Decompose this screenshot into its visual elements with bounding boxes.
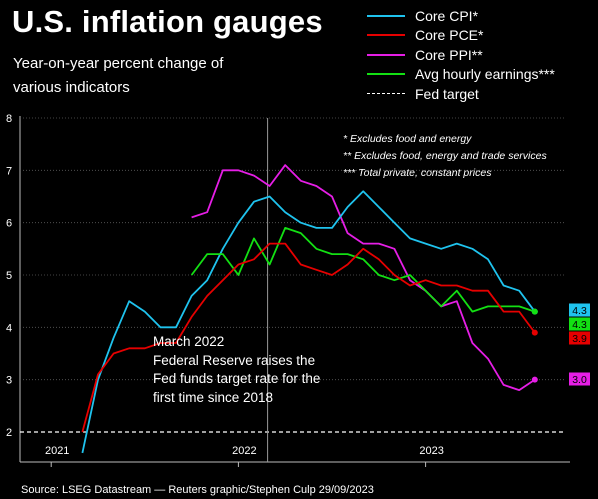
legend-label-fed-target: Fed target xyxy=(415,85,479,102)
legend-label-core-ppi: Core PPI** xyxy=(415,46,483,63)
y-tick-label-3: 3 xyxy=(6,375,12,387)
annotation-text-3: first time since 2018 xyxy=(153,389,274,405)
end-label-box-core-cpi xyxy=(569,303,590,317)
end-label-box-core-pce xyxy=(569,331,590,345)
x-tick-label-2022: 2022 xyxy=(232,445,256,457)
legend: Core CPI* Core PCE* Core PPI** Avg hourl… xyxy=(367,6,555,104)
series-line-core-cpi xyxy=(81,190,536,454)
legend-swatch-core-pce xyxy=(367,34,405,37)
legend-swatch-fed-target xyxy=(367,93,405,95)
end-label-box-avg-hourly-earnings xyxy=(569,317,590,331)
end-label-core-ppi: 3.0 xyxy=(572,374,587,386)
end-label-avg-hourly-earnings: 4.3 xyxy=(572,319,587,331)
y-tick-label-2: 2 xyxy=(6,427,12,439)
y-tick-label-8: 8 xyxy=(6,113,12,125)
legend-item-core-cpi: Core CPI* xyxy=(367,6,555,26)
end-label-core-pce: 3.9 xyxy=(572,333,587,345)
end-label-box-core-ppi xyxy=(569,372,590,386)
footnote-ppi: ** Excludes food, energy and trade servi… xyxy=(343,150,547,162)
annotation-text-2: Fed funds target rate for the xyxy=(153,371,321,386)
legend-item-core-ppi: Core PPI** xyxy=(367,45,555,65)
series-endpoint-avg-hourly-earnings xyxy=(531,308,538,315)
legend-label-core-cpi: Core CPI* xyxy=(415,7,479,24)
y-tick-label-5: 5 xyxy=(6,270,12,282)
footnote-earnings: *** Total private, constant prices xyxy=(343,167,492,179)
series-line-core-pce xyxy=(81,242,536,433)
series-endpoint-core-ppi xyxy=(531,376,538,383)
legend-swatch-core-cpi xyxy=(367,14,405,17)
legend-label-core-pce: Core PCE* xyxy=(415,27,484,44)
legend-item-fed-target: Fed target xyxy=(367,84,555,104)
y-tick-label-7: 7 xyxy=(6,165,12,177)
legend-label-avg-hourly-earnings: Avg hourly earnings*** xyxy=(415,66,555,83)
chart-subtitle: Year-on-year percent change of various i… xyxy=(13,55,224,96)
footnotes: * Excludes food and energy ** Excludes f… xyxy=(343,131,547,182)
annotation-date: March 2022 xyxy=(153,334,225,349)
chart-title: U.S. inflation gauges xyxy=(12,4,323,39)
x-tick-label-2021: 2021 xyxy=(45,445,69,457)
legend-swatch-avg-hourly-earnings xyxy=(367,73,405,76)
footnote-core: * Excludes food and energy xyxy=(343,133,472,145)
legend-item-core-pce: Core PCE* xyxy=(367,26,555,46)
y-tick-label-6: 6 xyxy=(6,218,12,230)
event-annotation: March 2022 Federal Reserve raises the Fe… xyxy=(153,333,353,407)
series-line-avg-hourly-earnings xyxy=(190,226,536,313)
series-endpoint-core-pce xyxy=(531,329,538,336)
x-tick-label-2023: 2023 xyxy=(419,445,443,457)
end-label-core-cpi: 4.3 xyxy=(572,305,587,317)
annotation-text-1: Federal Reserve raises the xyxy=(153,352,316,368)
series-line-core-ppi xyxy=(191,164,536,392)
source-credit: Source: LSEG Datastream — Reuters graphi… xyxy=(21,484,374,496)
legend-swatch-core-ppi xyxy=(367,53,405,56)
y-tick-label-4: 4 xyxy=(6,322,12,334)
legend-item-avg-hourly-earnings: Avg hourly earnings*** xyxy=(367,65,555,85)
